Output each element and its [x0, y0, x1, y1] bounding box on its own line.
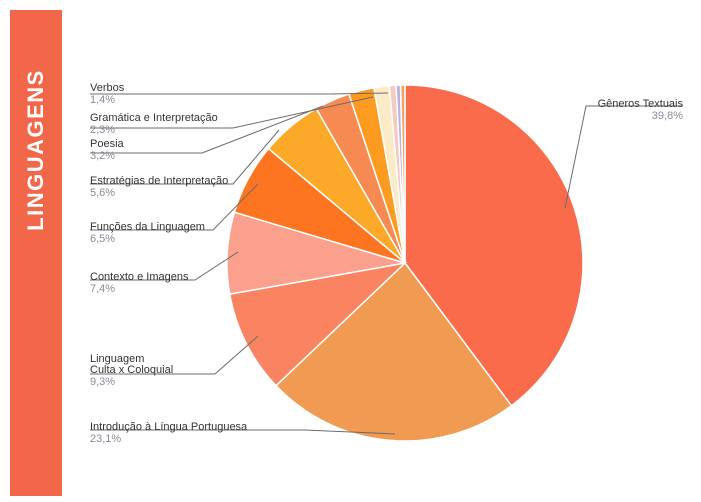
value-verbos: 1,4%: [90, 94, 115, 106]
label-linguagem-culta-x-coloquial-line-2: Culta x Coloquial: [90, 364, 173, 376]
slice-generos-textuais: [404, 84, 584, 407]
side-banner: [10, 10, 62, 496]
label-generos-textuais: Gêneros Textuais: [598, 98, 684, 110]
label-introducao-a-lingua-portuguesa: Introdução à Língua Portuguesa: [90, 421, 248, 433]
leader-line-poesia: [90, 105, 324, 154]
pie-slices: [226, 84, 584, 442]
value-contexto-e-imagens: 7,4%: [90, 283, 115, 295]
value-gramatica-e-interpretacao: 2,3%: [90, 124, 115, 136]
slice-introducao-a-lingua-portuguesa: [274, 261, 513, 442]
leader-line-contexto-e-imagens: [90, 251, 239, 281]
label-verbos: Verbos: [90, 82, 125, 94]
leader-line-introducao-a-lingua-portuguesa: [90, 429, 396, 435]
label-contexto-e-imagens: Contexto e Imagens: [90, 271, 189, 283]
value-funcoes-da-linguagem: 6,5%: [90, 233, 115, 245]
leader-line-gramatica-e-interpretacao: [90, 96, 374, 129]
value-generos-textuais: 39,8%: [652, 110, 683, 122]
label-linguagem-culta-x-coloquial-line-1: Linguagem: [90, 353, 144, 365]
label-estrategias-de-interpretacao: Estratégias de Interpretação: [90, 175, 228, 187]
slice-linguagem-culta-x-coloquial: [228, 261, 408, 387]
label-poesia: Poesia: [90, 138, 125, 150]
leader-line-verbos: [90, 92, 389, 95]
value-estrategias-de-interpretacao: 5,6%: [90, 187, 115, 199]
leader-lines: [90, 92, 683, 435]
value-poesia: 3,2%: [90, 150, 115, 162]
leader-line-funcoes-da-linguagem: [90, 183, 259, 231]
leader-line-generos-textuais: [564, 105, 683, 209]
value-introducao-a-lingua-portuguesa: 23,1%: [90, 433, 121, 445]
label-gramatica-e-interpretacao: Gramática e Interpretação: [90, 112, 218, 124]
slice-minor-11: [399, 84, 406, 264]
leader-line-linguagem-culta-x-coloquial: [90, 335, 259, 375]
label-funcoes-da-linguagem: Funções da Linguagem: [90, 221, 205, 233]
value-linguagem-culta-x-coloquial: 9,3%: [90, 376, 115, 388]
leader-line-estrategias-de-interpretacao: [90, 129, 280, 185]
